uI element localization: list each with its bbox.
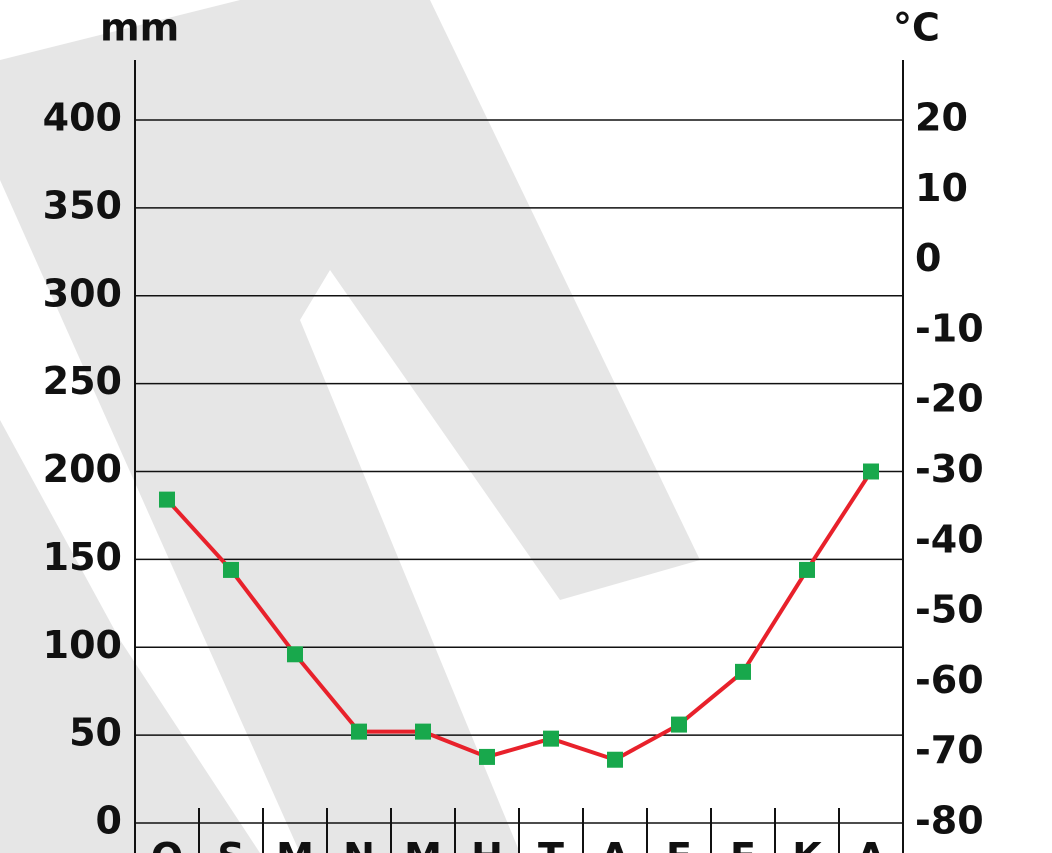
y-tick-label: 300	[43, 271, 122, 315]
data-point	[415, 723, 431, 740]
y-axis-title: mm	[100, 6, 179, 50]
data-point	[351, 723, 367, 740]
x-tick-label: M	[276, 835, 314, 853]
y2-tick-label: 10	[915, 166, 968, 210]
data-point	[543, 730, 559, 747]
x-tick-label: K	[792, 835, 823, 853]
y2-tick-label: -30	[915, 447, 984, 491]
x-tick-label: H	[471, 835, 503, 853]
y2-tick-label: -70	[915, 728, 984, 772]
x-tick-label: T	[538, 835, 564, 853]
data-point	[607, 751, 623, 768]
data-point	[671, 716, 687, 733]
data-point	[223, 561, 239, 578]
y2-tick-label: -50	[915, 588, 984, 632]
data-point	[479, 748, 495, 765]
x-tick-label: A	[600, 835, 630, 853]
y-tick-label: 50	[69, 711, 122, 755]
watermark	[0, 0, 700, 853]
data-point	[287, 646, 303, 663]
data-point	[735, 663, 751, 680]
y-tick-label: 350	[43, 183, 122, 227]
y2-tick-label: 0	[915, 236, 941, 280]
y2-tick-label: 20	[915, 96, 968, 140]
y2-tick-label: -10	[915, 306, 984, 350]
data-point	[799, 561, 815, 578]
x-tick-label: A	[856, 835, 886, 853]
y2-tick-label: -60	[915, 658, 984, 702]
data-point	[863, 463, 879, 480]
y2-axis-title: °C	[893, 6, 940, 50]
y-tick-label: 150	[43, 535, 122, 579]
y-tick-label: 200	[43, 447, 122, 491]
y2-tick-label: -40	[915, 517, 984, 561]
x-tick-label: E	[666, 835, 692, 853]
y-tick-label: 400	[43, 96, 122, 140]
x-tick-label: N	[343, 835, 375, 853]
y-tick-label: 250	[43, 359, 122, 403]
data-line	[165, 470, 873, 762]
x-tick-label: M	[404, 835, 442, 853]
data-point	[159, 491, 175, 508]
y2-tick-label: -80	[915, 799, 984, 843]
x-tick-label: O	[151, 835, 183, 853]
x-tick-label: S	[217, 835, 244, 853]
y2-tick-label: -20	[915, 377, 984, 421]
x-tick-label: E	[730, 835, 756, 853]
y-tick-label: 100	[43, 623, 122, 667]
y-tick-label: 0	[96, 799, 122, 843]
